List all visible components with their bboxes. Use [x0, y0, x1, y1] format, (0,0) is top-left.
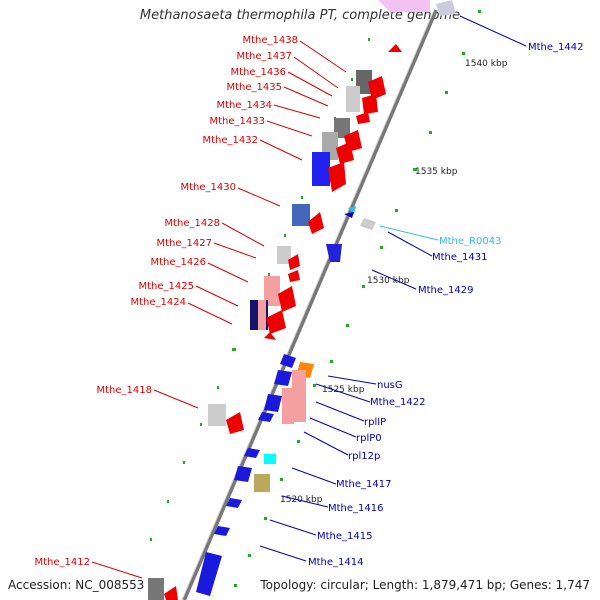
gene-glyph-1442	[436, 0, 456, 16]
gene-glyph-1435	[346, 86, 360, 112]
gene-label-nusG[interactable]: nusG	[377, 380, 403, 391]
gene-glyph-1416a	[254, 474, 270, 492]
scale-label-1530: 1530 kbp	[367, 276, 410, 286]
gene-glyph-1424c	[266, 310, 286, 334]
gene-label-Mthe_1425[interactable]: Mthe_1425	[139, 281, 195, 292]
gene-label-rplP0[interactable]: rplP0	[356, 433, 382, 444]
gene-glyph-1432c	[336, 142, 354, 164]
gene-label-Mthe_1438[interactable]: Mthe_1438	[243, 35, 299, 46]
gene-label-Mthe_1442[interactable]: Mthe_1442	[528, 42, 584, 53]
gene-glyph-1417a	[244, 448, 260, 458]
gene-label-Mthe_1417[interactable]: Mthe_1417	[336, 479, 392, 490]
gene-glyph-1424b	[258, 300, 266, 330]
gene-label-Mthe_1436[interactable]: Mthe_1436	[231, 67, 287, 78]
gene-glyph-1430b	[308, 212, 324, 234]
gene-glyph-1426	[288, 270, 300, 282]
gene-glyph-1432e	[328, 162, 346, 192]
gene-glyph-1418b	[226, 412, 244, 434]
gene-glyph-1422b	[274, 370, 292, 386]
scale-label-1520: 1520 kbp	[280, 495, 323, 505]
map-title: Methanosaeta thermophila PT, complete ge…	[139, 8, 461, 23]
gene-glyph-1431b	[344, 212, 354, 218]
gene-glyph-1425b	[278, 286, 296, 312]
gene-glyph-1415	[214, 526, 230, 536]
gene-label-Mthe_1418[interactable]: Mthe_1418	[97, 385, 153, 396]
forward-strand-genes	[148, 0, 430, 600]
gene-label-Mthe_1429[interactable]: Mthe_1429	[418, 285, 474, 296]
reverse-strand-genes	[196, 0, 456, 596]
gene-label-rplIP[interactable]: rplIP	[364, 417, 386, 428]
gene-glyph-rplP0	[264, 394, 282, 412]
topology-text: Topology: circular; Length: 1,879,471 bp…	[260, 578, 590, 592]
gene-glyph-1436	[368, 76, 386, 100]
gene-label-Mthe_1434[interactable]: Mthe_1434	[217, 100, 273, 111]
gene-label-Mthe_1435[interactable]: Mthe_1435	[227, 82, 283, 93]
gene-glyph-1412a	[148, 578, 164, 600]
gene-glyph-1417b	[264, 454, 276, 464]
gene-label-Mthe_1437[interactable]: Mthe_1437	[237, 51, 293, 62]
gene-label-Mthe_1428[interactable]: Mthe_1428	[165, 218, 221, 229]
gene-label-Mthe_1412[interactable]: Mthe_1412	[35, 557, 91, 568]
gene-label-Mthe_1427[interactable]: Mthe_1427	[157, 238, 213, 249]
gene-label-Mthe_1416[interactable]: Mthe_1416	[328, 503, 384, 514]
gene-label-Mthe_1430[interactable]: Mthe_1430	[181, 182, 237, 193]
gene-glyph-1412b	[164, 586, 178, 600]
gene-label-Mthe_1424[interactable]: Mthe_1424	[131, 297, 187, 308]
gene-label-Mthe_1415[interactable]: Mthe_1415	[317, 531, 373, 542]
scale-label-1540: 1540 kbp	[465, 59, 508, 69]
gene-glyph-1418a	[208, 404, 226, 426]
gene-glyph-1432d	[312, 152, 330, 186]
gene-glyph-1422a	[280, 354, 296, 368]
genome-backbone	[182, 9, 438, 600]
gene-glyph-rplIP	[292, 370, 306, 422]
gene-glyph-rplIP-b	[282, 388, 294, 424]
gene-label-Mthe_1422[interactable]: Mthe_1422	[370, 397, 426, 408]
gene-glyph-1427b	[288, 254, 300, 270]
gene-glyph-1429	[326, 244, 342, 262]
gene-label-rpl12p[interactable]: rpl12p	[348, 451, 380, 462]
scale-label-1525: 1525 kbp	[322, 385, 365, 395]
gene-glyph-1414	[196, 552, 222, 596]
reverse-connectors	[259, 15, 527, 562]
gene-label-Mthe_1431[interactable]: Mthe_1431	[432, 252, 488, 263]
genome-backbone-highlight	[181, 9, 435, 600]
gene-glyph-1416b	[226, 498, 242, 508]
accession-text: Accession: NC_008553	[8, 578, 145, 592]
rna-connector	[379, 225, 439, 241]
gene-glyph-1433a	[356, 112, 370, 124]
gene-glyph-1431	[360, 218, 376, 230]
scale-ticks	[150, 10, 481, 587]
gene-glyph-rpl12p	[258, 412, 274, 422]
gene-label-Mthe_1433[interactable]: Mthe_1433	[210, 116, 266, 127]
gene-glyph-1417c	[234, 466, 252, 482]
gene-label-Mthe_R0043[interactable]: Mthe_R0043	[439, 236, 501, 247]
forward-connectors	[91, 40, 347, 579]
scale-label-1535: 1535 kbp	[415, 167, 458, 177]
gene-label-Mthe_1432[interactable]: Mthe_1432	[203, 135, 259, 146]
gene-glyph-1425a	[264, 276, 280, 306]
gene-label-Mthe_1426[interactable]: Mthe_1426	[151, 257, 207, 268]
gene-glyph-1424d	[264, 332, 276, 340]
gene-glyph-top	[378, 0, 430, 12]
gene-glyph-1438	[388, 44, 402, 52]
gene-glyph-1434	[362, 94, 378, 114]
gene-glyph-1430a	[292, 204, 310, 226]
gene-glyph-1427a	[277, 246, 291, 264]
gene-label-Mthe_1414[interactable]: Mthe_1414	[308, 557, 364, 568]
